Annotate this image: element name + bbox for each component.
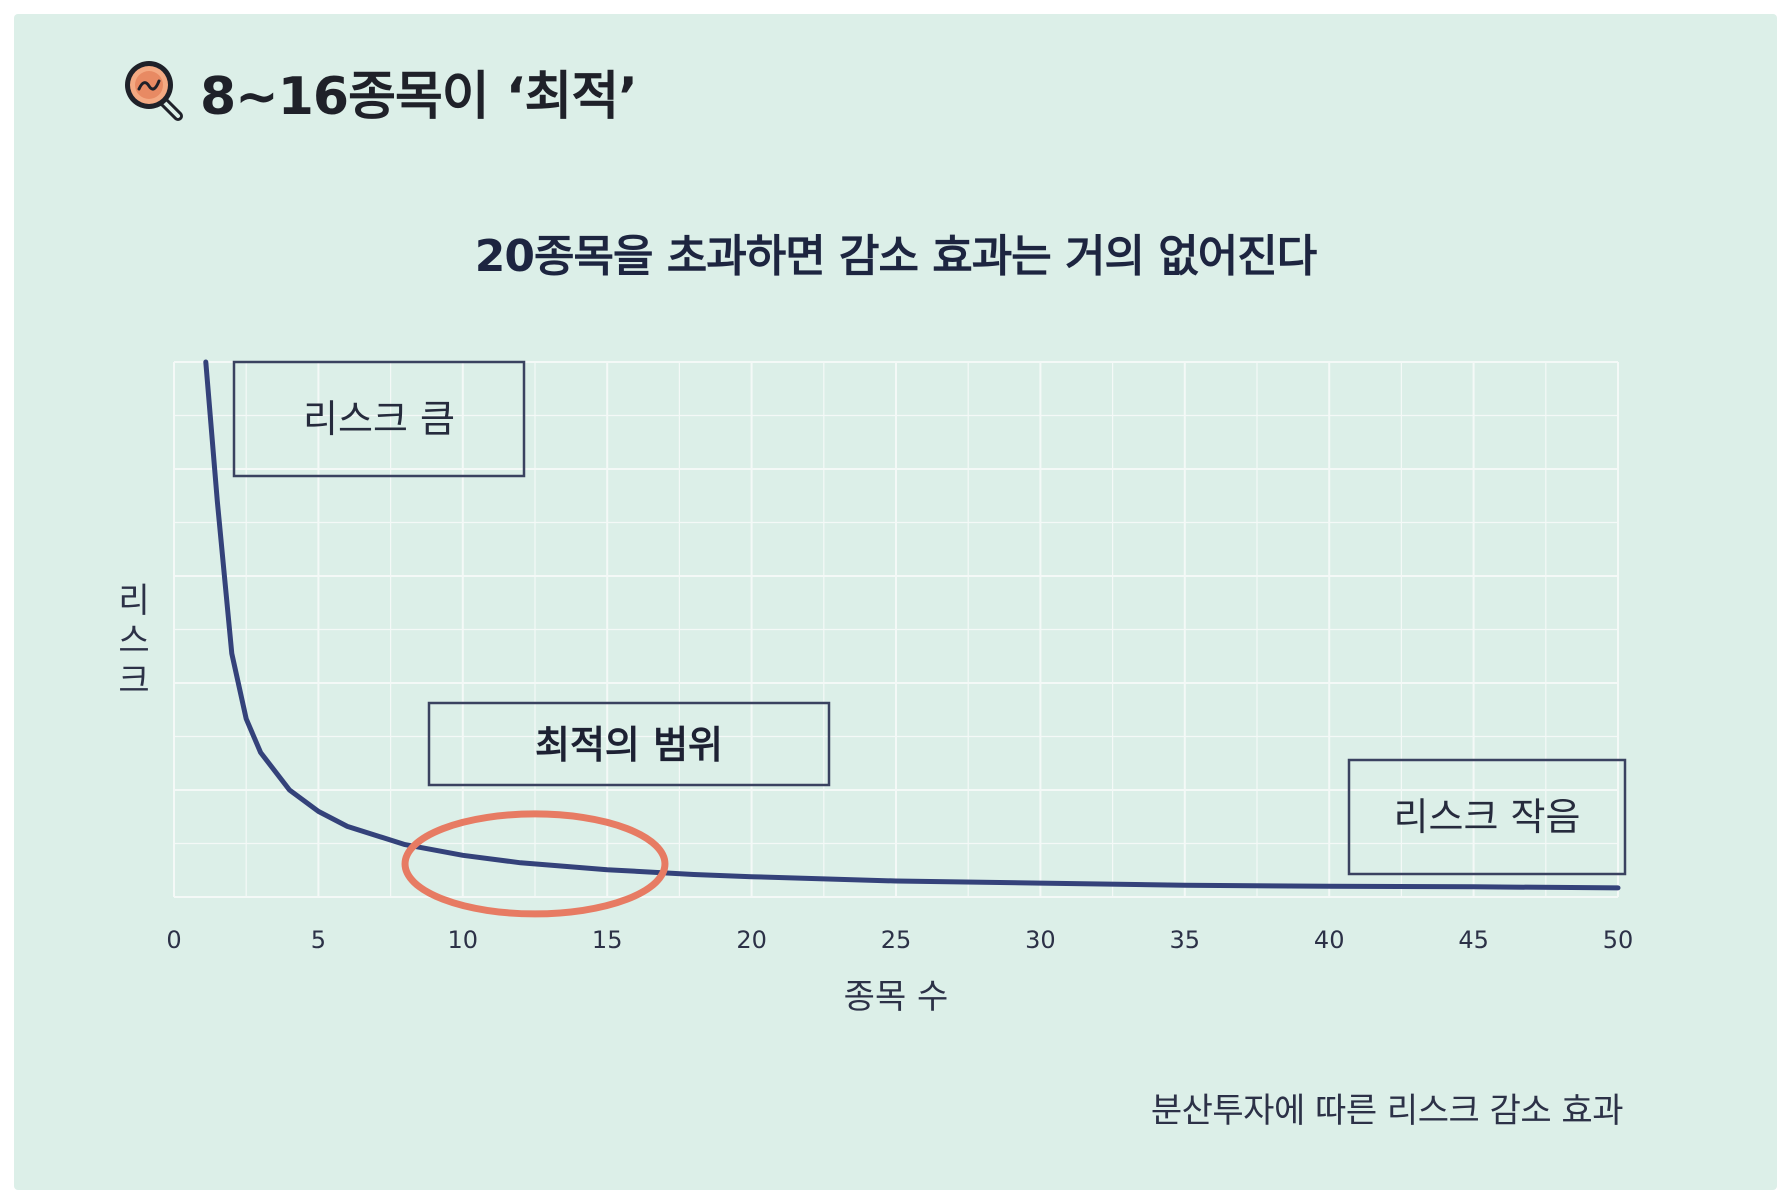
optimal-range-label: 최적의 범위: [535, 723, 723, 767]
x-tick-label: 40: [1314, 926, 1345, 954]
x-axis-ticks: 0 5 10 15 20 25 30 35 40 45 50: [166, 926, 1633, 954]
figure-caption: 분산투자에 따른 리스크 감소 효과: [1150, 1091, 1624, 1131]
x-tick-label: 45: [1458, 926, 1489, 954]
x-tick-label: 20: [736, 926, 767, 954]
x-tick-label: 15: [592, 926, 623, 954]
x-tick-label: 35: [1170, 926, 1201, 954]
x-tick-label: 50: [1603, 926, 1634, 954]
x-tick-label: 10: [448, 926, 479, 954]
risk-curve: [203, 359, 1621, 891]
low-risk-box: 리스크 작음: [1347, 758, 1627, 876]
x-tick-label: 5: [311, 926, 326, 954]
low-risk-label: 리스크 작음: [1394, 795, 1581, 839]
optimal-range-box: 최적의 범위: [427, 701, 831, 787]
x-tick-label: 30: [1025, 926, 1056, 954]
y-axis-label-char: 스: [118, 621, 149, 661]
chart-grid: [173, 361, 1619, 898]
x-tick-label: 25: [881, 926, 912, 954]
high-risk-box: 리스크 큼: [232, 360, 526, 478]
x-axis-label: 종목 수: [844, 977, 949, 1017]
x-tick-label: 0: [166, 926, 181, 954]
chart-subtitle: 20종목을 초과하면 감소 효과는 거의 없어진다: [474, 231, 1317, 282]
page-title: 8~16종목이 ‘최적’: [200, 67, 638, 127]
magnifier-chart-icon: [122, 56, 186, 128]
y-axis-label-char: 리: [118, 581, 149, 621]
optimal-range-highlight: [401, 810, 669, 918]
header: 8~16종목이 ‘최적’: [122, 54, 638, 129]
high-risk-label: 리스크 큼: [303, 397, 455, 441]
y-axis-label-char: 크: [118, 661, 149, 701]
